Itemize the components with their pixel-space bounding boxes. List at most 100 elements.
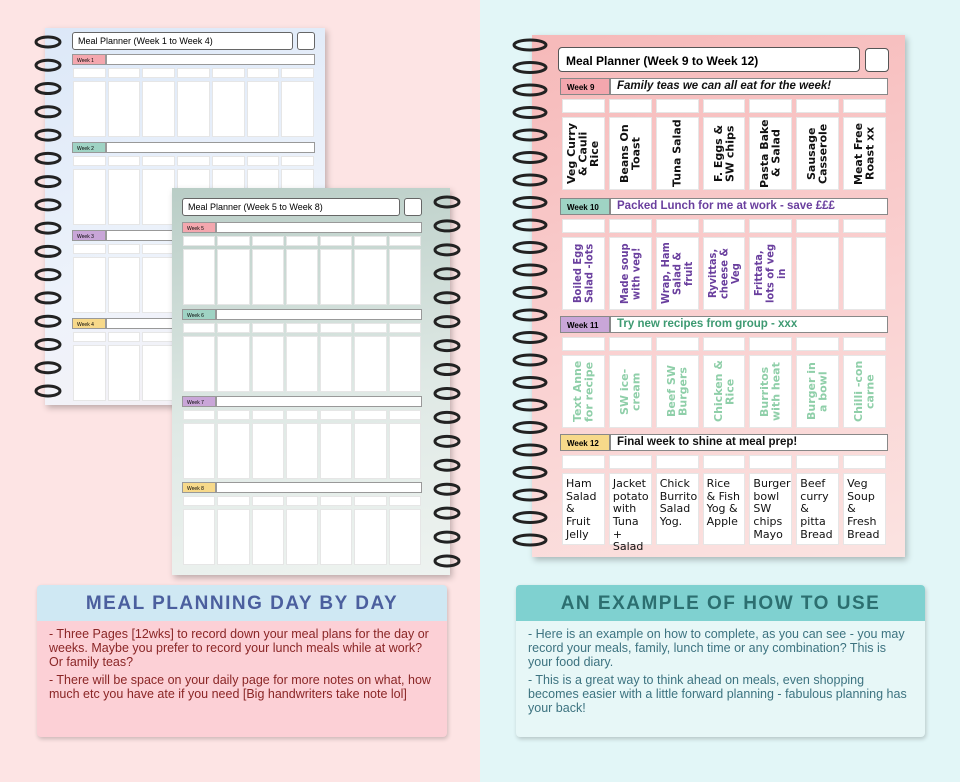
week-note [216,396,422,407]
day-cell [251,249,284,305]
day-header [320,323,353,333]
day-header [142,244,176,254]
week-label: Week 11 [560,316,610,333]
day-cell [388,336,421,392]
meal-cell [796,237,840,310]
day-cell [107,345,141,401]
day-cell [320,249,353,305]
day-header [281,68,314,78]
day-header [251,236,284,246]
day-header [285,410,319,420]
day-header [320,236,353,246]
day-cell [285,423,319,479]
day-header [655,337,699,351]
meal-cell: Veg Curry & Cauli Rice [562,117,605,190]
meal-cell: Ham Salad & Fruit Jelly [562,473,605,545]
day-cell [354,336,387,392]
day-cell [142,345,176,401]
logo [297,32,315,50]
meal-cell: Frittata, lots of veg in [749,237,793,310]
week-label: Week 8 [182,482,216,493]
day-header [749,99,793,113]
day-header [702,99,746,113]
day-header [608,219,652,233]
meal-text: Ham Salad & Fruit Jelly [566,477,597,541]
week-label: Week 4 [72,318,106,329]
day-cell [107,81,141,137]
day-header [388,236,421,246]
day-cell [388,249,421,305]
day-cell [388,509,421,565]
day-header [354,410,387,420]
meal-cell: Wrap, Ham Salad & fruit [655,237,699,310]
meal-text: Sausage Casserole [805,123,830,184]
day-header [796,337,840,351]
day-header [354,496,387,506]
week-label: Week 9 [560,78,610,95]
meal-cell: Jacket potato with Tuna + Salad [608,473,652,553]
day-cell [246,81,280,137]
day-cell [354,423,387,479]
day-cell [354,249,387,305]
meal-text: Chicken & Rice [711,360,736,423]
meal-text: Frittata, lots of veg in [752,243,789,304]
day-header [843,219,886,233]
day-header [177,68,210,78]
meal-cell: Pasta Bake & Salad [749,117,793,190]
day-header [211,156,245,166]
meal-text: Burger in a bowl [805,362,830,421]
day-header [388,496,421,506]
meal-cell: Beef curry & pitta Bread [796,473,840,545]
day-header [183,236,216,246]
meal-text: Made soup with veg! [617,243,643,304]
meal-cell: Burger bowl SW chips Mayo [749,473,793,545]
meal-text: Meat Free Roast xx [852,122,877,185]
week-note: Family teas we can all eat for the week! [610,78,888,95]
week-note: Final week to shine at meal prep! [610,434,888,451]
meal-text: Chilli -con carne [852,360,877,423]
day-header [73,332,106,342]
meal-text: Burger bowl SW chips Mayo [753,477,791,541]
day-header [655,455,699,469]
day-header [73,244,106,254]
day-header [251,410,284,420]
day-header [655,99,699,113]
day-header [702,337,746,351]
day-cell [183,509,216,565]
day-cell [320,509,353,565]
day-header [177,156,210,166]
panel-paragraph: - Here is an example on how to complete,… [528,627,905,669]
week-note: Try new recipes from group - xxx [610,316,888,333]
day-header [608,337,652,351]
meal-cell: Burritos with heat [749,355,793,428]
day-header [562,219,605,233]
planner-page: Meal Planner (Week 5 to Week 8) Week 5 Wee… [172,188,450,575]
meal-text: Burritos with heat [758,362,783,421]
day-header [388,323,421,333]
day-header [73,156,106,166]
day-header [246,156,280,166]
planner-page: Meal Planner (Week 9 to Week 12) Week 9 Fa… [532,35,905,557]
day-cell [320,423,353,479]
day-cell [107,257,141,313]
week-note: Packed Lunch for me at work - save £££ [610,198,888,215]
day-header [702,455,746,469]
week-label: Week 5 [182,222,216,233]
day-header [142,156,176,166]
info-panel: AN EXAMPLE OF HOW TO USE - Here is an exa… [516,585,925,737]
day-header [749,219,793,233]
page-title: Meal Planner (Week 1 to Week 4) [72,32,293,50]
meal-text: Rice & Fish Yog & Apple [706,477,740,528]
week-note [216,222,422,233]
day-header [107,68,141,78]
day-header [183,496,216,506]
week-label: Week 7 [182,396,216,407]
day-header [285,496,319,506]
day-cell [251,509,284,565]
meal-text: Beef SW Burgers [664,365,690,418]
day-header [655,219,699,233]
day-cell [251,336,284,392]
meal-cell: Ryvittas, cheese & Veg [702,237,746,310]
day-cell [217,249,250,305]
